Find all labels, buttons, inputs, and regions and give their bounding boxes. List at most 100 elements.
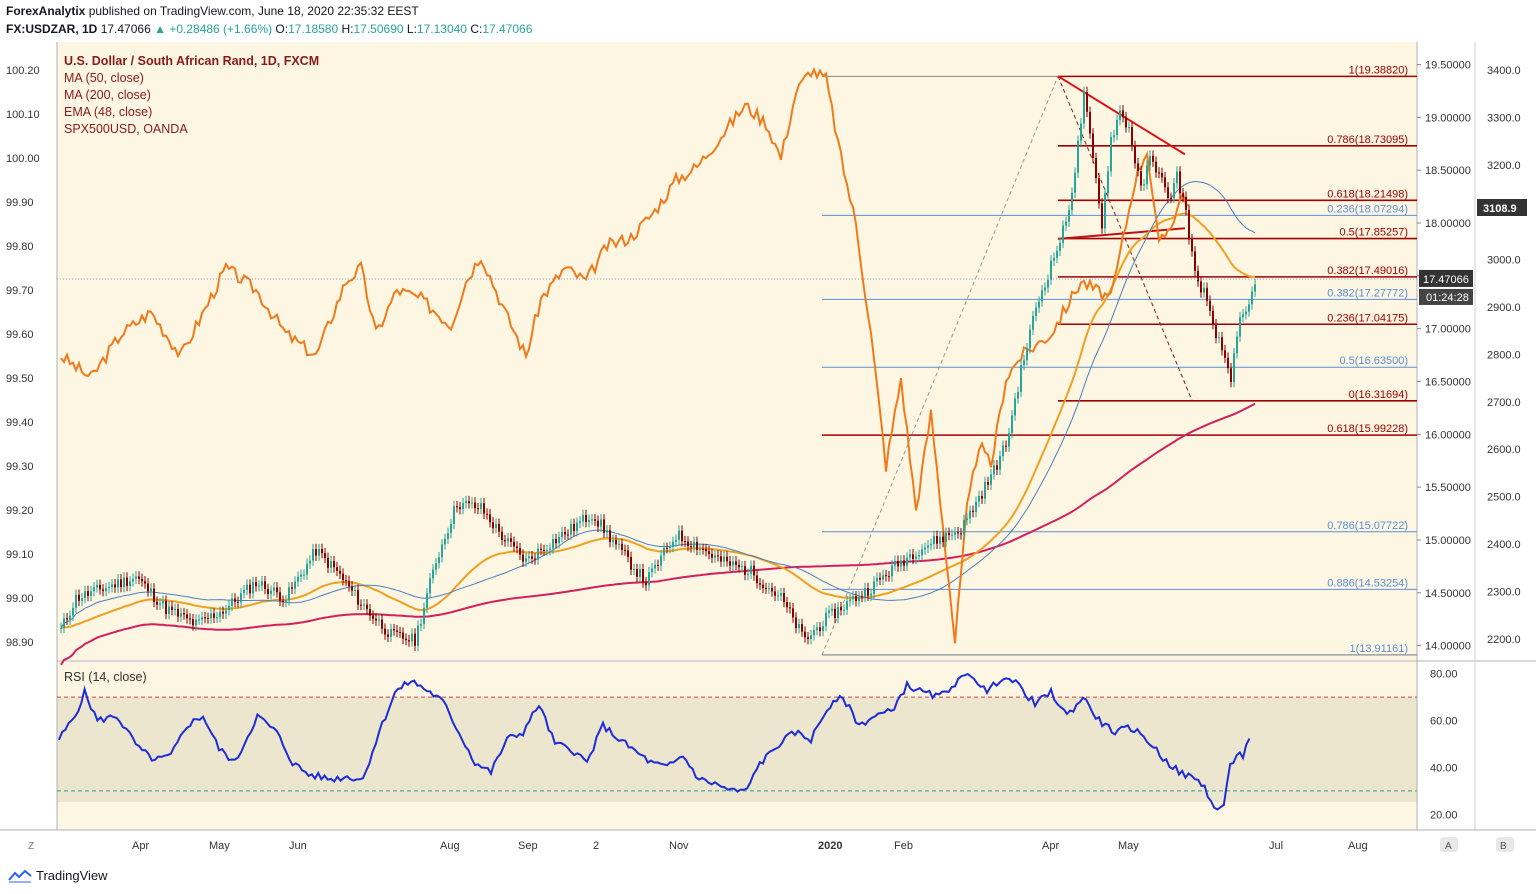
price-axis-tick: 17.00000 — [1425, 324, 1471, 336]
candle-body — [369, 609, 371, 616]
scale-button-z: Z — [28, 841, 34, 852]
candle-body — [183, 613, 185, 615]
candle-body — [381, 619, 383, 629]
candle-body — [240, 593, 242, 603]
time-axis-label: May — [1118, 840, 1139, 852]
candle-body — [96, 584, 98, 588]
candle-body — [948, 532, 950, 535]
candle-body — [291, 587, 293, 589]
time-axis-label: Jul — [1269, 840, 1283, 852]
candle-body — [1131, 127, 1133, 146]
candle-body — [297, 576, 299, 582]
candle-body — [690, 546, 692, 548]
fib-label-blue: 0.886(14.53254) — [1327, 577, 1408, 589]
candle-body — [693, 541, 695, 548]
candle-body — [585, 515, 587, 522]
rsi-legend[interactable]: RSI (14, close) — [64, 670, 147, 684]
publisher-name[interactable]: ForexAnalytix — [6, 4, 86, 18]
candle-body — [921, 549, 923, 556]
candle-body — [1104, 193, 1106, 229]
candle-body — [864, 588, 866, 597]
spx-axis-tick: 3300.0 — [1487, 112, 1521, 124]
chart-legend: U.S. Dollar / South African Rand, 1D, FX… — [64, 53, 319, 138]
candle-body — [996, 465, 998, 470]
left-axis-tick: 100.10 — [6, 109, 40, 121]
candle-body — [588, 519, 590, 522]
candle-body — [1173, 183, 1175, 199]
candle-body — [195, 619, 197, 626]
fib-label-red: 0.5(17.85257) — [1340, 227, 1409, 239]
candle-body — [642, 568, 644, 583]
candle-body — [1101, 203, 1103, 229]
fib-label-red: 0.618(18.21498) — [1327, 188, 1408, 200]
candle-body — [75, 594, 77, 608]
candle-body — [1119, 110, 1121, 120]
candle-body — [261, 581, 263, 586]
candle-body — [123, 577, 125, 588]
legend-ema48[interactable]: EMA (48, close) — [64, 105, 153, 119]
candle-body — [141, 578, 143, 582]
auto-button-bg — [1440, 837, 1458, 852]
legend-spx[interactable]: SPX500USD, OANDA — [64, 122, 188, 136]
legend-title[interactable]: U.S. Dollar / South African Rand, 1D, FX… — [64, 54, 320, 68]
candle-body — [1077, 140, 1079, 173]
left-axis-tick: 99.30 — [6, 461, 34, 473]
candle-body — [522, 554, 524, 562]
footer-brand[interactable]: TradingView — [8, 868, 108, 883]
candle-body — [456, 506, 458, 508]
candle-body — [1056, 250, 1058, 258]
candle-body — [180, 613, 182, 617]
candle-body — [1176, 171, 1178, 184]
candle-body — [618, 543, 620, 545]
change-value: +0.28486 (+1.66%) — [169, 22, 273, 36]
candle-body — [765, 588, 767, 590]
candle-body — [330, 561, 332, 568]
candle-body — [885, 575, 887, 577]
candle-body — [645, 582, 647, 586]
time-axis-label: 2020 — [818, 840, 842, 852]
publish-date: published on TradingView.com, June 18, 2… — [88, 4, 419, 18]
candle-body — [168, 606, 170, 614]
candle-body — [399, 632, 401, 634]
candle-body — [990, 474, 992, 485]
candle-body — [177, 608, 179, 617]
candle-body — [282, 600, 284, 602]
candle-body — [279, 592, 281, 601]
candle-body — [288, 587, 290, 601]
candle-body — [927, 545, 929, 548]
candle-body — [1203, 287, 1205, 293]
candle-body — [1194, 251, 1196, 271]
candle-body — [1137, 163, 1139, 172]
candle-body — [468, 501, 470, 504]
candle-body — [336, 567, 338, 571]
candle-body — [945, 532, 947, 543]
log-scale-button: B — [1500, 841, 1507, 852]
candle-body — [825, 612, 827, 627]
candle-body — [444, 538, 446, 545]
candle-body — [1179, 171, 1181, 194]
candle-body — [153, 588, 155, 602]
fib-label-red: 0.382(17.49016) — [1327, 265, 1408, 277]
candle-body — [348, 580, 350, 587]
legend-ma200[interactable]: MA (200, close) — [64, 88, 151, 102]
candle-body — [1188, 209, 1190, 240]
time-axis-label: Nov — [669, 840, 689, 852]
candle-body — [477, 508, 479, 510]
candle-body — [1197, 270, 1199, 282]
candle-body — [1170, 197, 1172, 199]
candle-body — [102, 589, 104, 592]
candle-body — [114, 584, 116, 588]
candle-body — [135, 576, 137, 579]
time-axis-label: 2 — [593, 840, 599, 852]
spx-axis-tick: 2200.0 — [1487, 634, 1521, 646]
candle-body — [972, 510, 974, 513]
high-label: H: — [341, 22, 354, 36]
candle-body — [255, 582, 257, 587]
candle-body — [1167, 187, 1169, 198]
legend-ma50[interactable]: MA (50, close) — [64, 71, 144, 85]
candle-body — [375, 618, 377, 621]
candle-body — [276, 587, 278, 593]
candle-body — [735, 561, 737, 565]
candle-body — [816, 627, 818, 631]
candle-body — [912, 554, 914, 559]
